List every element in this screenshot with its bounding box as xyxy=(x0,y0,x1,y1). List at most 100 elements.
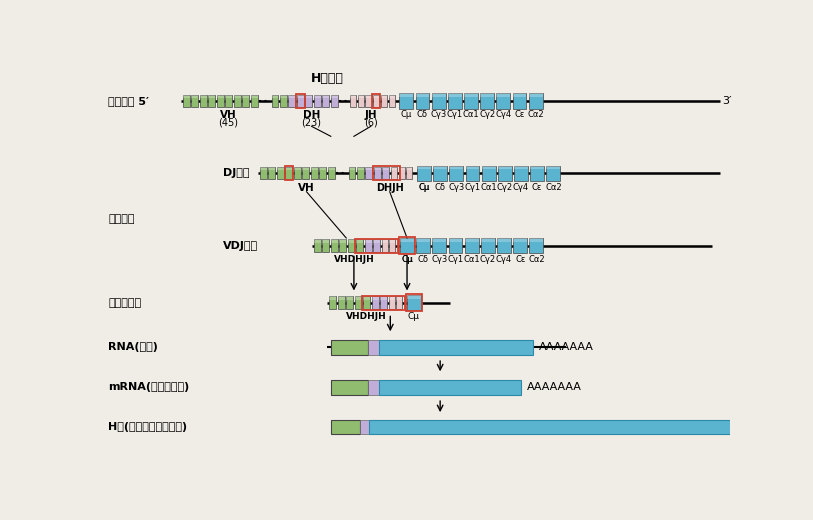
Text: Cγ3: Cγ3 xyxy=(431,255,447,264)
Bar xyxy=(373,166,400,180)
Bar xyxy=(466,165,480,181)
Bar xyxy=(320,167,326,179)
Bar xyxy=(433,238,446,242)
Bar xyxy=(406,294,422,311)
Bar xyxy=(389,296,395,309)
Bar xyxy=(465,238,479,253)
Bar xyxy=(433,238,446,253)
Bar xyxy=(306,95,312,107)
Text: Cγ2: Cγ2 xyxy=(497,183,513,191)
Bar xyxy=(482,165,496,170)
Bar xyxy=(367,340,379,355)
Bar xyxy=(464,93,478,109)
Text: H链(翻译和翻译后修饰): H链(翻译和翻译后修饰) xyxy=(108,422,188,432)
Bar xyxy=(208,95,215,107)
Bar xyxy=(322,95,329,107)
Bar xyxy=(346,296,353,300)
Bar xyxy=(322,240,329,242)
Bar xyxy=(296,94,305,108)
Text: Cα1: Cα1 xyxy=(480,183,497,191)
Text: (45): (45) xyxy=(218,118,238,128)
Bar xyxy=(432,93,446,109)
Bar xyxy=(406,167,412,179)
Bar xyxy=(289,95,295,98)
Bar xyxy=(331,420,360,434)
Bar xyxy=(293,167,301,179)
Bar xyxy=(297,95,304,107)
Bar xyxy=(297,95,304,98)
Bar xyxy=(183,95,190,98)
Bar xyxy=(356,240,363,242)
Bar xyxy=(398,167,405,170)
Bar xyxy=(432,93,446,97)
Text: 胚系基因 5′: 胚系基因 5′ xyxy=(108,96,149,106)
Bar xyxy=(372,296,379,300)
Bar xyxy=(482,165,496,181)
Text: Cε: Cε xyxy=(532,183,542,191)
Bar xyxy=(346,296,353,309)
Bar xyxy=(448,93,462,97)
Bar xyxy=(382,167,389,179)
Bar xyxy=(497,93,511,109)
Bar xyxy=(481,238,495,253)
Bar xyxy=(381,240,388,242)
Bar xyxy=(328,167,335,179)
Bar xyxy=(513,238,527,242)
Text: 基因重排: 基因重排 xyxy=(108,214,135,224)
Bar xyxy=(398,167,405,179)
Bar xyxy=(191,95,198,98)
Bar xyxy=(331,95,337,107)
Bar xyxy=(374,167,380,170)
Bar xyxy=(217,95,224,107)
Bar xyxy=(268,167,276,179)
Bar xyxy=(285,166,293,180)
Bar xyxy=(529,238,543,253)
Bar xyxy=(481,238,495,242)
Text: Cμ: Cμ xyxy=(419,183,429,191)
Text: 3′: 3′ xyxy=(722,96,732,106)
Bar xyxy=(314,240,321,242)
Bar xyxy=(329,296,337,300)
Text: Cε: Cε xyxy=(515,255,525,264)
Bar xyxy=(407,295,421,299)
Bar xyxy=(339,240,346,242)
Bar xyxy=(191,95,198,107)
Bar xyxy=(514,165,528,170)
Bar xyxy=(365,240,372,252)
Text: Cγ1: Cγ1 xyxy=(446,110,463,119)
Bar xyxy=(391,167,397,179)
Bar xyxy=(277,167,284,170)
Text: (23): (23) xyxy=(302,118,322,128)
Bar xyxy=(329,296,337,309)
Bar xyxy=(348,240,354,252)
Bar xyxy=(356,240,363,252)
Text: RNA(转录): RNA(转录) xyxy=(108,342,159,353)
Bar xyxy=(358,95,364,107)
Bar xyxy=(389,240,395,252)
Bar xyxy=(369,420,746,434)
Text: VHDHJH: VHDHJH xyxy=(346,312,387,321)
Bar xyxy=(337,296,345,300)
Bar xyxy=(450,165,463,181)
Bar xyxy=(289,95,295,107)
Bar xyxy=(363,296,405,309)
Bar xyxy=(302,167,309,170)
Bar xyxy=(389,296,395,300)
Bar xyxy=(382,167,389,170)
Bar xyxy=(280,95,287,107)
Text: Cγ4: Cγ4 xyxy=(513,183,529,191)
Bar xyxy=(513,238,527,253)
Bar xyxy=(331,95,337,98)
Text: Cμ: Cμ xyxy=(402,255,413,264)
Bar xyxy=(302,167,309,179)
Bar xyxy=(358,95,364,98)
Bar xyxy=(328,167,335,170)
Text: Cγ2: Cγ2 xyxy=(480,255,496,264)
Text: AAAAAAA: AAAAAAA xyxy=(527,382,582,392)
Bar xyxy=(354,296,362,300)
Bar xyxy=(433,165,447,181)
Bar xyxy=(373,95,380,98)
Bar xyxy=(357,167,364,170)
Bar xyxy=(480,93,494,97)
Bar xyxy=(349,167,355,179)
